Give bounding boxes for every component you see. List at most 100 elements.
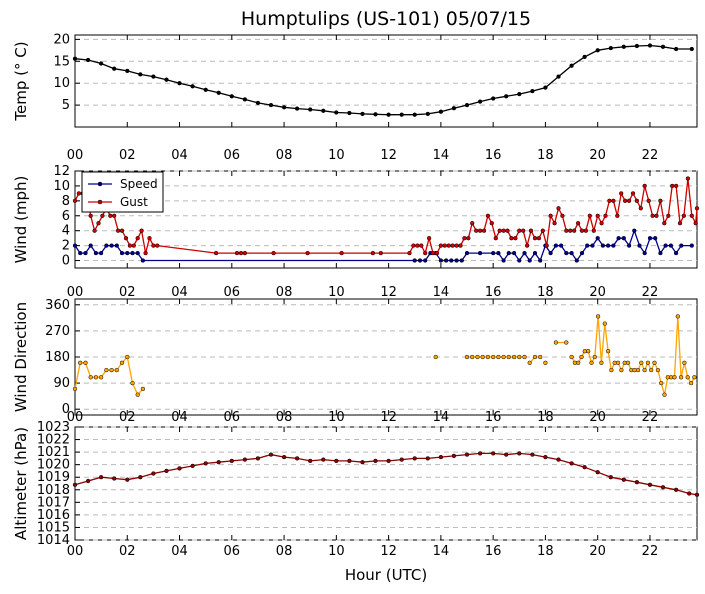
temperature-data-point-temp <box>294 106 300 111</box>
wind-direction-y-tick-label: 360 <box>45 298 70 313</box>
wind-direction-data-point-dir <box>642 367 647 373</box>
altimeter-data-point-alt <box>281 454 287 460</box>
wind-speed-data-point-speed <box>506 250 511 256</box>
altimeter-data-point-alt <box>229 458 234 464</box>
wind-direction-data-point-dir <box>88 375 93 380</box>
wind-speed-data-point-gust <box>378 250 383 256</box>
temperature-x-tick-label: 08 <box>276 148 293 163</box>
wind-speed-data-point-gust <box>670 183 675 189</box>
chart-title: Humptulips (US-101) 05/07/15 <box>241 8 531 30</box>
wind-speed-data-point-speed <box>616 236 621 241</box>
wind-direction-data-point-dir <box>130 380 135 386</box>
wind-speed-data-point-speed <box>511 250 517 256</box>
wind-speed-data-point-speed <box>527 258 532 263</box>
wind-speed-data-point-gust <box>509 236 514 241</box>
temperature-data-point-temp <box>177 81 182 86</box>
wind-speed-data-point-gust <box>552 221 557 226</box>
altimeter-data-point-alt <box>242 457 248 462</box>
wind-direction-data-point-dir <box>595 314 601 319</box>
wind-speed-data-point-gust <box>642 183 647 189</box>
temperature-data-point-temp <box>255 100 261 106</box>
temperature-data-point-temp <box>504 94 509 99</box>
wind-speed-data-point-speed <box>668 243 674 248</box>
wind-speed-data-point-gust <box>607 198 612 203</box>
wind-speed-data-point-speed <box>517 258 522 263</box>
temperature-data-point-temp <box>321 108 326 113</box>
wind-legend: Speed Gust <box>81 171 164 213</box>
temperature-data-point-temp <box>85 57 91 63</box>
temperature-data-point-temp <box>334 110 339 115</box>
wind-speed-data-point-speed <box>653 236 658 241</box>
altimeter-data-point-alt <box>72 482 78 487</box>
wind-speed-data-point-gust <box>536 236 542 241</box>
altimeter-y-tick-label: 1019 <box>37 470 70 485</box>
wind-speed-data-point-gust <box>434 250 440 256</box>
wind-direction-panel: 0 90 180 270 360 00 02 04 06 08 10 12 14 16 18 20 22 Wind… <box>12 298 698 425</box>
temperature-data-point-temp <box>308 107 313 112</box>
wind-speed-data-point-gust <box>123 236 129 241</box>
wind-speed-data-point-gust <box>238 250 244 256</box>
wind-speed-x-tick-label: 18 <box>537 285 554 300</box>
altimeter-data-point-alt <box>138 475 143 480</box>
wind-speed-data-point-speed <box>93 250 99 256</box>
wind-speed-data-point-speed <box>477 250 483 256</box>
altimeter-data-point-alt <box>294 456 300 461</box>
wind-speed-x-tick-label: 08 <box>276 285 293 300</box>
wind-speed-data-point-speed <box>673 250 679 256</box>
wind-speed-x-tick-label: 16 <box>485 285 502 300</box>
altimeter-x-tick-label: 08 <box>276 544 293 559</box>
wind-speed-data-point-gust <box>415 243 420 248</box>
wind-speed-x-tick-label: 22 <box>642 285 659 300</box>
altimeter-data-point-alt <box>334 458 339 464</box>
wind-direction-data-point-dir <box>655 367 661 373</box>
altimeter-data-point-alt <box>438 454 444 460</box>
altimeter-x-tick-label: 12 <box>380 544 397 559</box>
wind-speed-data-point-gust <box>108 213 113 218</box>
altimeter-data-point-alt <box>582 465 587 470</box>
altimeter-data-point-alt <box>491 451 496 456</box>
wind-direction-data-point-dir <box>553 340 559 345</box>
wind-speed-data-point-gust <box>673 183 679 189</box>
wind-speed-x-tick-label: 20 <box>589 285 606 300</box>
wind-speed-y-tick-label: 8 <box>62 194 70 209</box>
wind-speed-data-point-gust <box>481 228 487 233</box>
temperature-data-point-temp <box>281 105 287 110</box>
wind-speed-y-axis-label: Wind (mph) <box>12 176 30 264</box>
wind-speed-data-point-gust <box>540 228 545 233</box>
wind-speed-data-point-gust <box>662 221 667 226</box>
wind-direction-data-point-dir <box>538 354 543 360</box>
altimeter-y-axis-label: Altimeter (hPa) <box>12 427 30 540</box>
wind-speed-data-point-speed <box>104 243 109 248</box>
wind-speed-data-point-gust <box>603 213 608 218</box>
wind-speed-data-point-gust <box>135 236 140 241</box>
wind-direction-data-point-dir <box>602 321 607 326</box>
temperature-data-point-temp <box>569 63 574 68</box>
wind-speed-data-point-gust <box>426 236 432 241</box>
wind-direction-data-point-dir <box>83 360 88 365</box>
wind-speed-data-point-gust <box>626 198 632 203</box>
altimeter-x-tick-label: 14 <box>433 544 450 559</box>
wind-direction-data-point-dir <box>119 360 125 365</box>
wind-speed-data-point-speed <box>658 250 663 256</box>
wind-direction-data-point-dir <box>645 360 651 365</box>
wind-direction-data-point-dir <box>470 354 475 360</box>
wind-direction-data-point-dir <box>78 360 83 365</box>
wind-speed-data-point-gust <box>466 236 471 241</box>
wind-speed-data-point-speed <box>679 243 684 248</box>
wind-speed-data-point-gust <box>689 213 694 218</box>
wind-direction-x-tick-label: 08 <box>276 410 293 425</box>
altimeter-x-tick-label: 18 <box>537 544 554 559</box>
wind-speed-data-point-speed <box>522 250 527 256</box>
wind-direction-x-tick-label: 00 <box>67 410 84 425</box>
altimeter-data-point-alt <box>98 475 104 480</box>
wind-speed-data-point-gust <box>411 243 416 248</box>
wind-speed-data-point-gust <box>458 243 463 248</box>
altimeter-data-point-alt <box>687 491 692 496</box>
temperature-axes-frame <box>74 34 698 128</box>
wind-speed-data-point-gust <box>591 228 596 233</box>
temperature-data-point-temp <box>268 102 274 108</box>
wind-speed-data-point-speed <box>454 258 459 263</box>
temperature-x-tick-label: 14 <box>433 148 450 163</box>
wind-speed-data-point-gust <box>528 228 534 233</box>
